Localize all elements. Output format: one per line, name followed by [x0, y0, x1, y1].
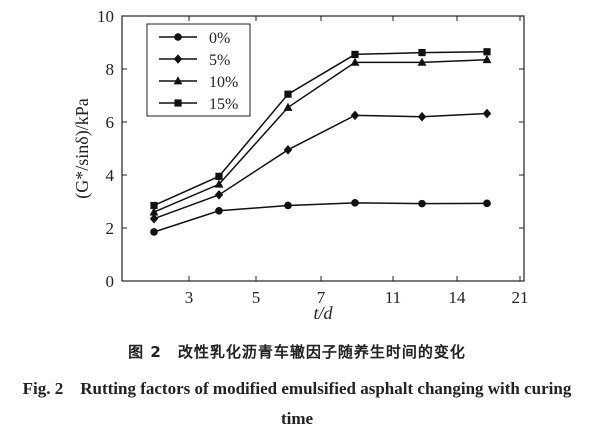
chart-series — [149, 48, 492, 236]
x-axis-label: t/d — [313, 303, 333, 323]
series-line — [153, 51, 488, 207]
legend-label: 0% — [209, 30, 230, 47]
x-tick-label: 3 — [185, 288, 194, 307]
series-line — [153, 112, 488, 220]
data-point-diamond — [417, 111, 427, 122]
data-point-diamond — [482, 108, 492, 119]
legend-label: 5% — [209, 52, 230, 69]
legend-box — [146, 23, 251, 117]
legend-label: 10% — [209, 74, 238, 91]
y-axis-label: (G*/sinδ)/kPa — [72, 98, 93, 198]
legend-marker-triangle — [173, 76, 183, 85]
data-point-diamond — [350, 110, 360, 121]
data-point-square — [483, 48, 491, 56]
data-point-diamond — [214, 190, 224, 200]
data-point-square — [351, 50, 359, 59]
data-point-circle — [215, 206, 223, 215]
legend-entry: 15% — [159, 96, 238, 113]
x-tick-label: 21 — [512, 288, 529, 307]
plot-frame — [121, 15, 525, 282]
chart-ticks: 3 5 7 11 14 21 0 2 4 6 8 10 — [97, 7, 529, 307]
figure-caption-english: Fig. 2 Rutting factors of modified emuls… — [22, 379, 572, 428]
series-diamond — [149, 108, 492, 224]
data-point-diamond — [283, 145, 293, 155]
data-point-circle — [284, 201, 292, 210]
y-tick-label: 10 — [97, 7, 114, 26]
data-point-circle — [483, 199, 491, 208]
rutting-factor-chart: 3 5 7 11 14 21 0 2 4 6 8 10 0% 5% 10% 15% t/d (G*/sinδ… — [72, 7, 529, 323]
x-tick-label: 7 — [317, 288, 326, 307]
data-point-circle — [351, 199, 359, 207]
data-point-circle — [150, 228, 158, 236]
legend-entry: 0% — [159, 30, 230, 47]
series-line — [153, 202, 488, 233]
data-point-triangle — [214, 179, 224, 188]
data-point-square — [284, 90, 292, 98]
data-point-triangle — [482, 54, 492, 64]
y-tick-label: 4 — [106, 166, 115, 185]
y-tick-label: 6 — [106, 113, 115, 132]
x-tick-label: 5 — [252, 288, 261, 307]
y-tick-label: 8 — [106, 60, 115, 79]
data-point-triangle — [283, 102, 293, 111]
x-tick-label: 14 — [449, 288, 467, 307]
legend-marker-circle — [174, 33, 182, 41]
legend-entry: 10% — [159, 74, 238, 91]
legend-label: 15% — [209, 96, 238, 113]
data-point-triangle — [149, 207, 159, 216]
data-point-triangle — [350, 57, 360, 66]
data-point-circle — [418, 199, 426, 208]
chart-axes — [121, 15, 525, 282]
series-square — [150, 48, 491, 210]
data-point-diamond — [149, 213, 159, 224]
series-triangle — [149, 54, 492, 216]
data-point-square — [215, 172, 223, 180]
figure-caption-chinese: 图 2 改性乳化沥青车辙因子随养生时间的变化 — [128, 343, 466, 361]
chart-legend: 0% 5% 10% 15% — [146, 23, 251, 117]
data-point-triangle — [417, 57, 427, 66]
y-tick-label: 0 — [106, 272, 115, 291]
x-tick-label: 11 — [385, 288, 401, 307]
series-line — [153, 58, 488, 213]
legend-marker-diamond — [173, 54, 183, 64]
series-circle — [150, 199, 491, 236]
legend-entry: 5% — [159, 52, 230, 69]
legend-marker-square — [174, 99, 182, 107]
data-point-square — [418, 48, 426, 57]
y-tick-label: 2 — [106, 219, 115, 238]
data-point-square — [150, 201, 158, 210]
